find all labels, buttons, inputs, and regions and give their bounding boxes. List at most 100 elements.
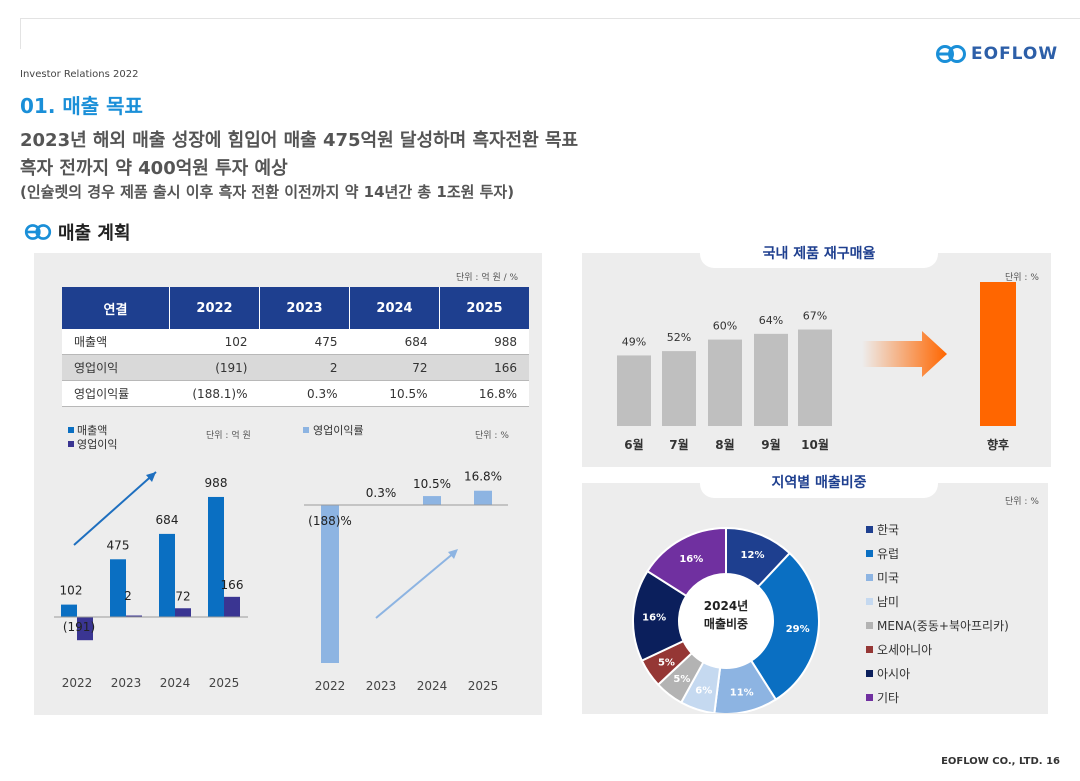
data-label: 10.5% — [413, 477, 451, 491]
legend-swatch-revenue — [68, 427, 74, 433]
subtitle-line-3: (인슐렛의 경우 제품 출시 이후 흑자 전환 이전까지 약 14년간 총 1조… — [20, 183, 515, 201]
report-context: Investor Relations 2022 — [20, 69, 139, 80]
growth-arrow — [73, 471, 157, 546]
slice-label: 6% — [695, 685, 712, 696]
legend-item: MENA(중동+북아프리카) — [866, 613, 1009, 637]
x-tick-label: 2025 — [468, 679, 499, 693]
slice-label: 11% — [730, 687, 754, 698]
legend-swatch — [866, 621, 873, 629]
region-donut-chart: 12% 29% 11% 6% 5% 5% 16% 16% 2024년 매출비중 — [632, 526, 820, 713]
bar-op-profit-2023 — [126, 615, 142, 617]
x-tick-label: 6월 — [624, 437, 643, 452]
subtitle-line-1: 2023년 해외 매출 성장에 힘입어 매출 475억원 달성하며 흑자전환 목… — [20, 130, 579, 151]
table-row: 영업이익률 (188.1)% 0.3% 10.5% 16.8% — [62, 380, 529, 407]
bar-repurchase-7월 — [662, 351, 696, 426]
bar-op-profit-2022 — [77, 617, 93, 641]
x-tick-label: 향후 — [987, 437, 1009, 452]
table-header-cell: 연결 — [62, 287, 170, 329]
legend-item: 아시아 — [866, 661, 1009, 685]
x-tick-label: 2024 — [160, 676, 191, 690]
data-label: 67% — [803, 310, 827, 323]
region-unit: 단위 : % — [1005, 497, 1039, 507]
data-label: 64% — [759, 314, 783, 327]
chart-unit: 단위 : % — [475, 430, 509, 441]
table-cell: 102 — [169, 329, 260, 355]
x-tick-label: 10월 — [801, 437, 829, 452]
table-row: 영업이익 (191) 2 72 166 — [62, 354, 529, 381]
table-cell: (191) — [169, 354, 260, 381]
slice-label: 5% — [673, 674, 690, 685]
table-row-label: 영업이익률 — [62, 380, 170, 407]
bar-repurchase-future — [980, 282, 1016, 426]
legend-swatch — [866, 693, 873, 701]
x-tick-label: 2022 — [62, 676, 93, 690]
bar-revenue-2024 — [159, 533, 175, 617]
legend-swatch — [866, 549, 873, 557]
legend-label-revenue: 매출액 — [77, 424, 107, 437]
data-label: 475 — [107, 538, 130, 552]
legend-item: 유럽 — [866, 541, 1009, 565]
financial-table: 연결 2022 2023 2024 2025 매출액 102 475 684 9… — [62, 287, 529, 407]
bar-revenue-2025 — [208, 496, 224, 617]
donut-hole — [679, 574, 773, 668]
chart-unit: 단위 : 억 원 — [206, 429, 251, 441]
legend-label: 기타 — [877, 690, 900, 705]
legend-item: 기타 — [866, 685, 1009, 709]
bar-op-profit-2024 — [175, 608, 191, 617]
region-title: 지역별 매출비중 — [700, 470, 938, 498]
donut-center-label: 매출비중 — [704, 616, 748, 631]
table-unit: 단위 : 억 원 / % — [456, 273, 519, 283]
header-frame — [20, 18, 1080, 49]
legend-item: 남미 — [866, 589, 1009, 613]
eo-mark-icon — [24, 224, 52, 240]
legend-label-op-profit: 영업이익 — [77, 438, 117, 451]
legend-swatch — [866, 525, 873, 533]
bar-margin-2024 — [423, 496, 441, 505]
table-cell: 10.5% — [349, 380, 440, 407]
table-header-cell: 2022 — [169, 287, 260, 329]
table-cell: 72 — [349, 354, 440, 381]
x-tick-label: 2023 — [111, 676, 142, 690]
legend-label: 남미 — [877, 594, 900, 609]
table-row-label: 매출액 — [62, 329, 170, 355]
margin-chart: 영업이익률 단위 : % (188)% 0.3% 10.5% 16.8% 2022 20… — [303, 424, 509, 693]
repurchase-chart: 49% 52% 60% 64% 67% 6월 7월 8월 9월 10월 향후 — [617, 282, 1016, 452]
donut-center-year: 2024년 — [704, 599, 748, 613]
slice-label: 16% — [642, 612, 666, 623]
x-tick-label: 2025 — [209, 676, 240, 690]
footer-text: EOFLOW CO., LTD. 16 — [941, 756, 1060, 767]
x-tick-label: 9월 — [761, 437, 780, 452]
legend-label-margin: 영업이익률 — [313, 424, 364, 437]
legend-swatch — [866, 669, 873, 677]
revenue-chart: 매출액 영업이익 단위 : 억 원 102 (191) 475 2 684 72 988 16… — [54, 424, 251, 690]
table-header-cell: 2025 — [439, 287, 529, 329]
table-cell: 988 — [439, 329, 529, 355]
bar-repurchase-6월 — [617, 355, 651, 426]
legend-label: 아시아 — [877, 666, 911, 681]
subtitle-line-2: 흑자 전까지 약 400억원 투자 예상 — [20, 158, 288, 179]
data-label: (188)% — [308, 514, 352, 528]
slice-label: 12% — [741, 550, 765, 561]
x-tick-label: 8월 — [715, 437, 734, 452]
data-label: 60% — [713, 320, 737, 333]
legend-item: 미국 — [866, 565, 1009, 589]
data-label: 52% — [667, 331, 691, 344]
repurchase-unit: 단위 : % — [1005, 273, 1039, 283]
trend-arrow — [862, 331, 947, 377]
brand-logo: EOFLOW — [935, 44, 1058, 64]
legend-label: 한국 — [877, 522, 900, 537]
x-tick-label: 2022 — [315, 679, 346, 693]
table-cell: 0.3% — [259, 380, 350, 407]
legend-item: 한국 — [866, 517, 1009, 541]
x-tick-label: 2024 — [417, 679, 448, 693]
table-cell: 166 — [439, 354, 529, 381]
table-header-row: 연결 2022 2023 2024 2025 — [62, 287, 529, 329]
bar-repurchase-8월 — [708, 339, 742, 426]
legend-label: 미국 — [877, 570, 900, 585]
growth-arrow — [375, 551, 456, 619]
data-label: 166 — [221, 578, 244, 592]
data-label: 684 — [156, 513, 179, 527]
legend-label: 오세아니아 — [877, 642, 933, 657]
table-cell: (188.1)% — [169, 380, 260, 407]
